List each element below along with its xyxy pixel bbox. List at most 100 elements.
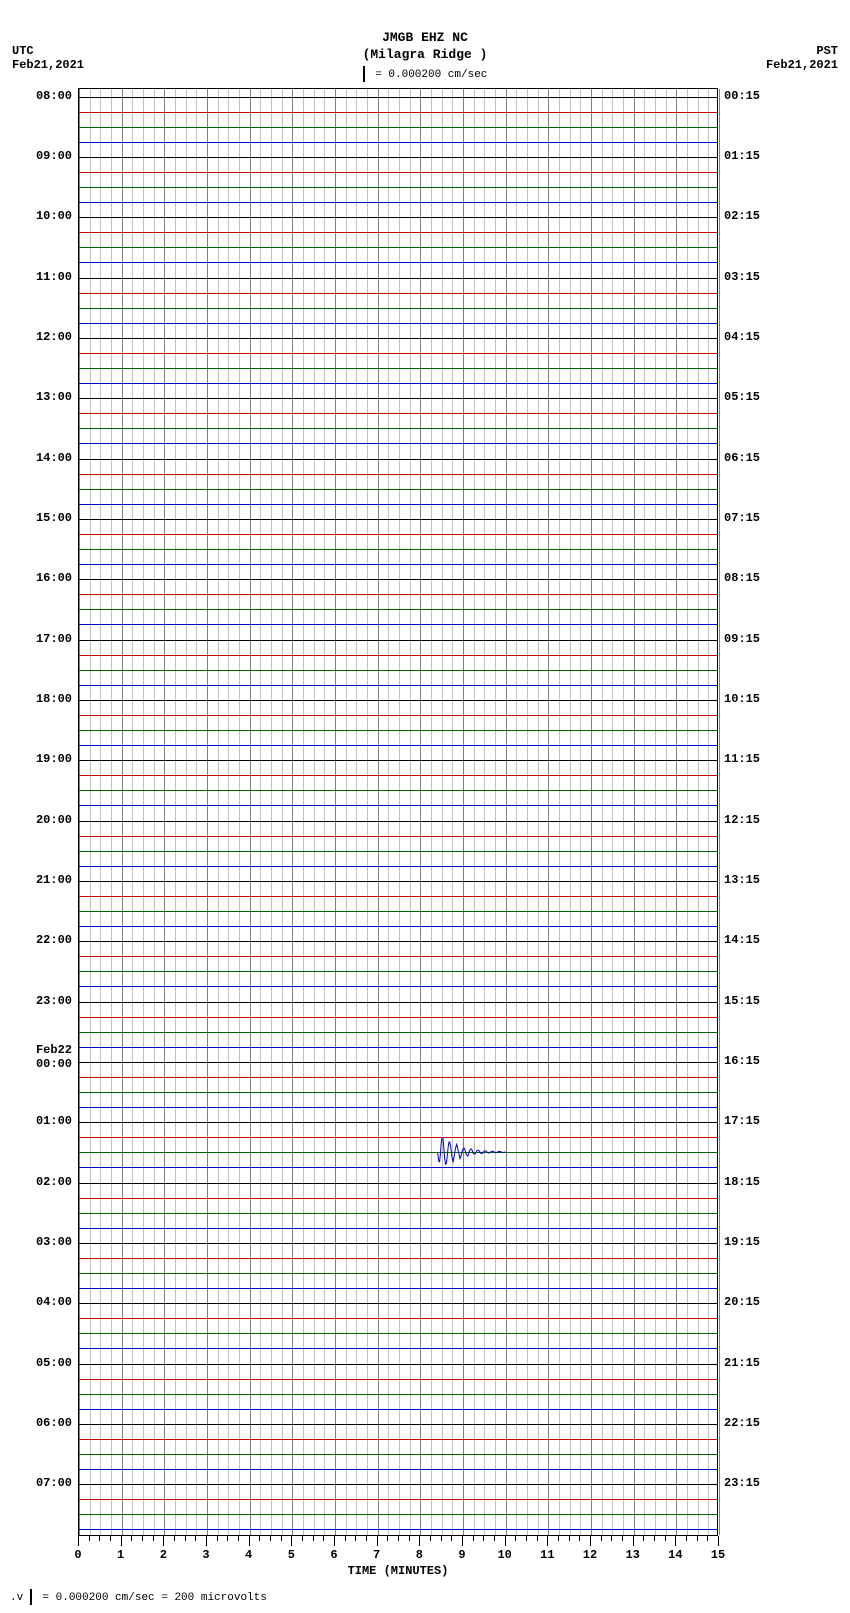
trace-line [79,187,717,188]
trace-line [79,896,717,897]
trace-row [79,579,717,580]
trace-row [79,941,717,942]
trace-row [79,700,717,701]
pst-time-label: 18:15 [724,1175,784,1189]
utc-time-label: 13:00 [0,390,72,404]
trace-line [79,1243,717,1244]
utc-time-label: 04:00 [0,1295,72,1309]
x-tick-minor [131,1536,132,1541]
trace-row [79,1183,717,1184]
trace-line [79,821,717,822]
timezone-left: UTC Feb21,2021 [12,44,84,72]
trace-line [79,956,717,957]
trace-line [79,760,717,761]
utc-time-label: 06:00 [0,1416,72,1430]
x-tick-minor [281,1536,282,1541]
trace-line [79,1122,717,1123]
trace-line [79,232,717,233]
x-tick-minor [302,1536,303,1541]
trace-line [79,398,717,399]
trace-line [79,1394,717,1395]
tz-right-name: PST [766,44,838,58]
trace-row [79,383,717,384]
trace-line [79,157,717,158]
trace-row [79,1333,717,1334]
trace-line [79,881,717,882]
trace-row [79,519,717,520]
trace-line [79,1273,717,1274]
x-tick-label: 6 [330,1548,337,1562]
trace-line [79,1032,717,1033]
pst-time-label: 21:15 [724,1356,784,1370]
trace-line [79,1303,717,1304]
x-tick-minor [313,1536,314,1541]
x-tick-minor [494,1536,495,1541]
trace-row [79,1514,717,1515]
trace-row [79,1258,717,1259]
utc-time-label: 21:00 [0,873,72,887]
utc-time-label: 17:00 [0,632,72,646]
trace-line [79,534,717,535]
trace-row [79,1379,717,1380]
trace-line [79,474,717,475]
trace-row [79,956,717,957]
x-tick-minor [345,1536,346,1541]
trace-line [79,142,717,143]
x-axis: TIME (MINUTES) 0123456789101112131415 [78,1536,718,1576]
trace-row [79,247,717,248]
trace-line [79,1469,717,1470]
trace-row [79,1303,717,1304]
x-tick-minor [707,1536,708,1541]
pst-time-label: 15:15 [724,994,784,1008]
trace-row [79,1243,717,1244]
utc-time-label: 16:00 [0,571,72,585]
scale-bar-icon [363,66,365,82]
x-tick-minor [697,1536,698,1541]
x-tick-label: 15 [711,1548,725,1562]
pst-time-label: 02:15 [724,209,784,223]
x-tick-minor [451,1536,452,1541]
trace-line [79,247,717,248]
trace-row [79,670,717,671]
trace-line [79,1047,717,1048]
trace-row [79,157,717,158]
trace-row [79,443,717,444]
x-tick-minor [174,1536,175,1541]
x-tick-label: 13 [625,1548,639,1562]
trace-row [79,1002,717,1003]
x-tick-minor [611,1536,612,1541]
x-tick-label: 14 [668,1548,682,1562]
utc-time-label: 18:00 [0,692,72,706]
trace-row [79,866,717,867]
trace-row [79,1167,717,1168]
trace-line [79,911,717,912]
tz-left-date: Feb21,2021 [12,58,84,72]
trace-line [79,504,717,505]
trace-line [79,1348,717,1349]
x-tick-major [462,1536,463,1546]
trace-row [79,1228,717,1229]
trace-row [79,489,717,490]
trace-row [79,1529,717,1530]
trace-row [79,1484,717,1485]
trace-line [79,1454,717,1455]
trace-row [79,1152,717,1153]
x-tick-label: 5 [288,1548,295,1562]
utc-time-label: 19:00 [0,752,72,766]
x-tick-minor [430,1536,431,1541]
grid-major [719,89,720,1535]
x-tick-major [334,1536,335,1546]
x-tick-minor [227,1536,228,1541]
trace-row [79,459,717,460]
utc-time-label: 08:00 [0,89,72,103]
trace-row [79,609,717,610]
x-tick-minor [259,1536,260,1541]
utc-date-rollover-label: Feb2200:00 [0,1043,72,1071]
trace-line [79,1529,717,1530]
pst-time-label: 12:15 [724,813,784,827]
trace-row [79,775,717,776]
trace-line [79,323,717,324]
trace-row [79,504,717,505]
x-tick-major [291,1536,292,1546]
trace-row [79,745,717,746]
